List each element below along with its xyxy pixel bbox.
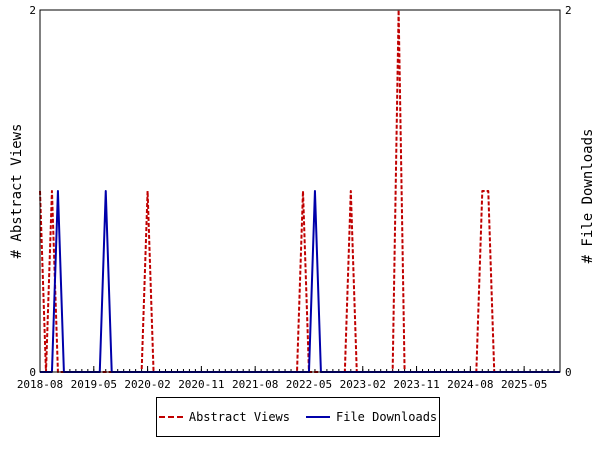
- x-tick-label: 2023-02: [340, 378, 386, 391]
- x-tick-label: 2019-05: [71, 378, 117, 391]
- legend-label-file-downloads: File Downloads: [336, 410, 438, 424]
- series-line-abstract-views: [39, 9, 560, 373]
- legend-entry-abstract-views: Abstract Views: [158, 410, 290, 424]
- x-tick-label: 2018-08: [17, 378, 63, 391]
- legend: Abstract Views File Downloads: [156, 397, 440, 437]
- series-line-file-downloads: [40, 190, 560, 373]
- x-tick-label: 2025-05: [501, 378, 547, 391]
- y-axis-left-title: # Abstract Views: [9, 124, 25, 259]
- x-tick-label: 2024-08: [447, 378, 493, 391]
- legend-entry-file-downloads: File Downloads: [306, 410, 437, 424]
- y-right-tick-max: 2: [565, 4, 572, 17]
- x-tick-label: 2020-02: [124, 378, 170, 391]
- legend-label-abstract-views: Abstract Views: [188, 410, 290, 424]
- y-axis-right-title: # File Downloads: [580, 129, 596, 264]
- y-left-tick-max: 2: [29, 4, 36, 17]
- legend-swatch-abstract-views: [158, 416, 183, 418]
- x-tick-label: 2022-05: [286, 378, 332, 391]
- series-layer: [39, 9, 560, 373]
- y-right-tick-min: 0: [565, 366, 572, 379]
- x-tick-label: 2023-11: [393, 378, 439, 391]
- y-left-tick-min: 0: [29, 366, 36, 379]
- x-tick-label: 2021-08: [232, 378, 278, 391]
- plot-frame: [39, 9, 561, 373]
- legend-swatch-file-downloads: [306, 416, 330, 418]
- ticks-layer: 2018-08 2019-05 2020-02 2020-11 2021-08 2022-…: [17, 366, 561, 391]
- x-tick-label: 2020-11: [178, 378, 224, 391]
